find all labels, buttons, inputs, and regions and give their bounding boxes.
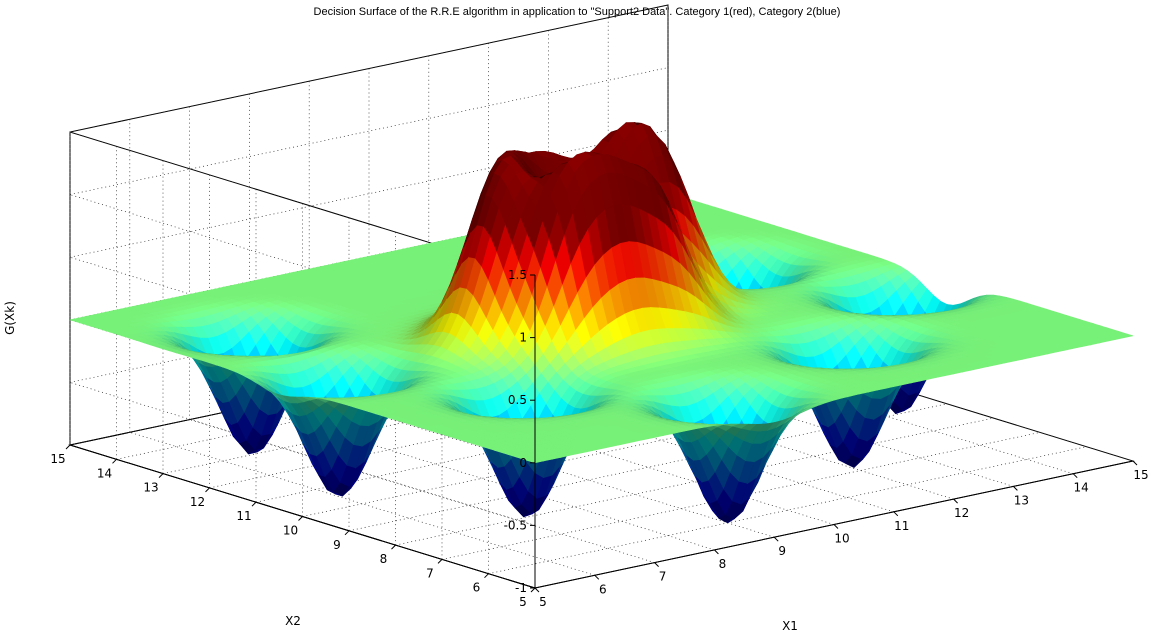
x-tick-label: 10: [834, 532, 849, 546]
y-tick-label: 9: [333, 538, 341, 552]
y-tick-label: 10: [283, 524, 298, 538]
y-tick-mark: [530, 587, 536, 593]
x-tick-mark: [953, 498, 958, 504]
y-tick-mark: [298, 516, 303, 521]
y-tick-label: 7: [426, 566, 434, 580]
surface-patch: [1117, 333, 1134, 338]
x-tick-label: 6: [599, 582, 607, 596]
x-tick-mark: [594, 574, 600, 580]
x-tick-mark: [773, 536, 779, 542]
y-tick-label: 8: [380, 552, 388, 566]
x-tick-mark: [534, 587, 540, 593]
x-tick-mark: [654, 562, 659, 567]
y-tick-label: 6: [473, 581, 481, 595]
y-tick-mark: [251, 501, 257, 507]
x-tick-label: 5: [539, 595, 547, 609]
x-tick-label: 11: [894, 519, 909, 533]
x-tick-label: 12: [954, 506, 969, 520]
x-tick-label: 13: [1014, 493, 1029, 507]
x-tick-mark: [1132, 460, 1138, 466]
x-tick-mark: [714, 549, 719, 555]
y-tick-mark: [484, 573, 489, 579]
x-tick-label: 7: [659, 570, 667, 584]
y-tick-label: 5: [519, 595, 527, 609]
x-tick-label: 9: [778, 544, 786, 558]
y-tick-mark: [391, 544, 396, 550]
x-tick-mark: [1013, 486, 1018, 491]
chart-title: Decision Surface of the R.R.E algorithm …: [313, 6, 841, 18]
x-tick-mark: [833, 524, 839, 529]
x-tick-mark: [893, 511, 899, 517]
x-tick-label: 15: [1133, 468, 1148, 482]
x-tick-label: 14: [1074, 481, 1089, 495]
x-tick-label: 8: [719, 557, 727, 571]
y-tick-mark: [437, 559, 443, 564]
y-tick-mark: [344, 530, 350, 536]
x-tick-mark: [1072, 473, 1078, 479]
